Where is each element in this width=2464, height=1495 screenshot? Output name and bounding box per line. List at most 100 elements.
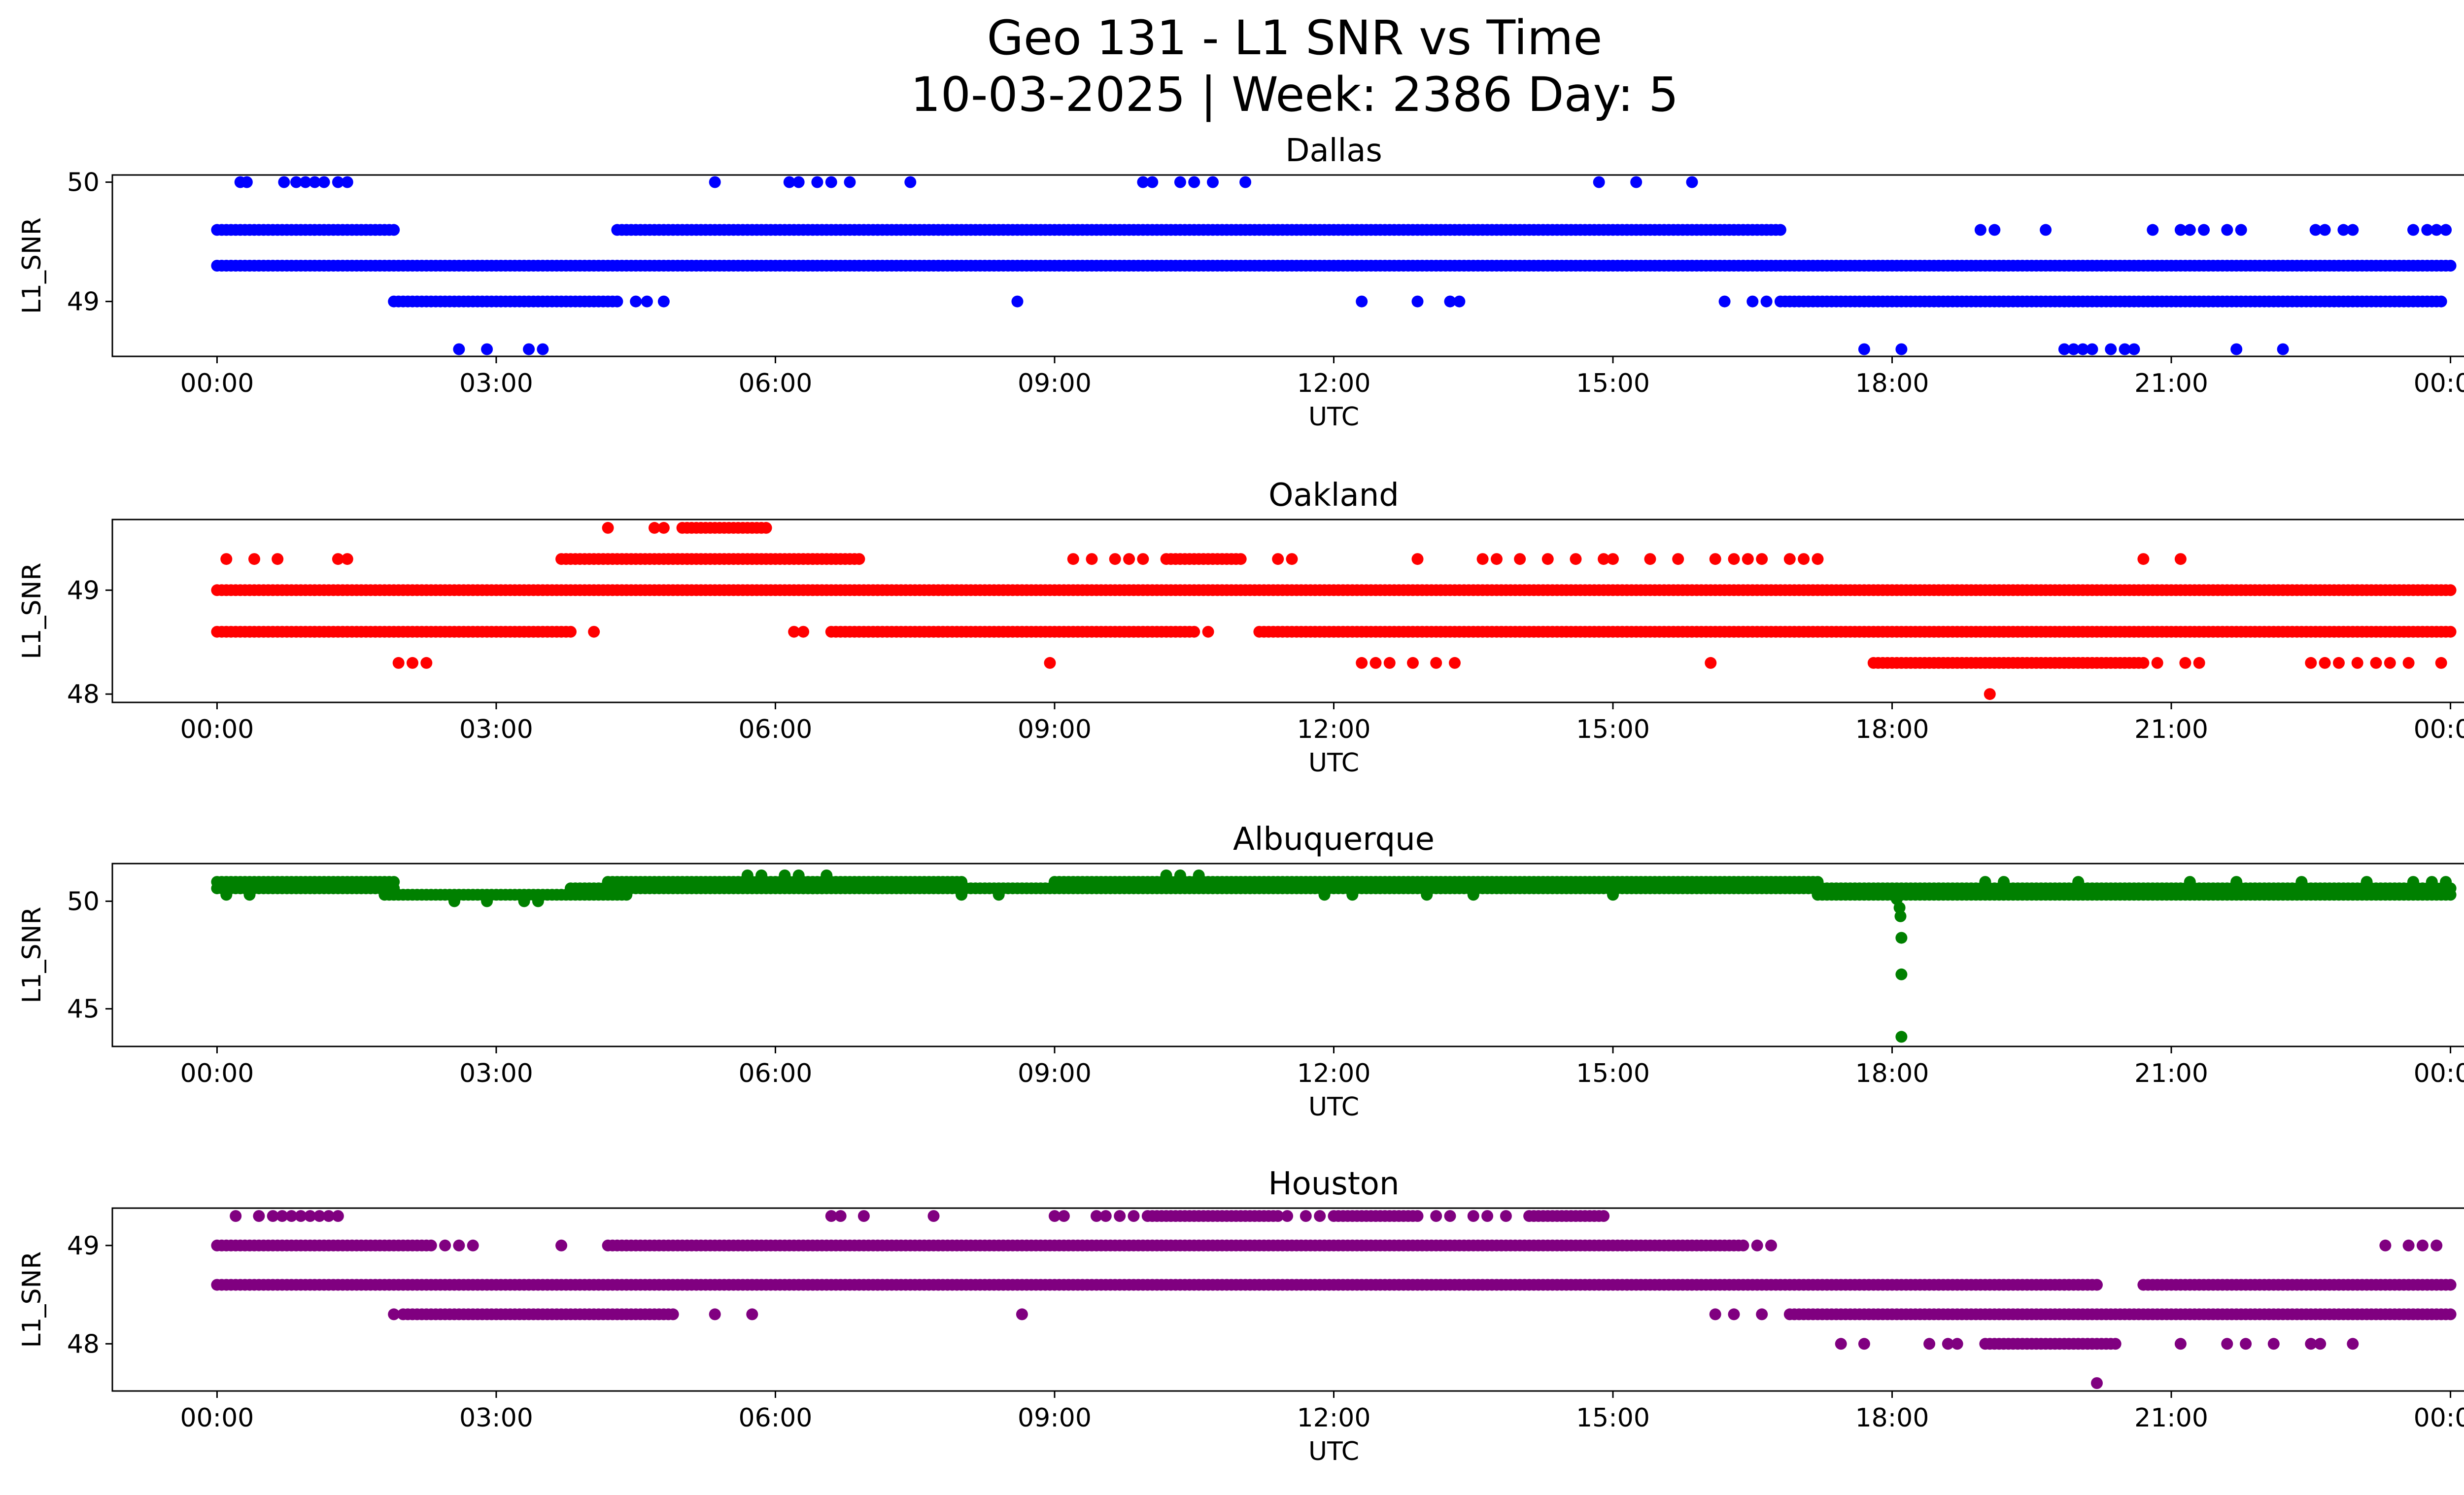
data-point bbox=[1742, 553, 1754, 565]
data-point bbox=[1593, 176, 1605, 188]
data-point bbox=[1598, 1210, 1610, 1222]
x-tick-label: 12:00 bbox=[1297, 715, 1371, 744]
data-point bbox=[253, 1210, 265, 1222]
data-point bbox=[1894, 910, 1907, 922]
data-point bbox=[1709, 553, 1721, 565]
marker-run bbox=[1328, 1210, 1424, 1222]
panel-albuquerque: Albuquerque 00:00 03:00 06:00 09:00 12:00 15:0… bbox=[17, 821, 2464, 1122]
data-point bbox=[1630, 176, 1643, 188]
y-axis-label: L1_SNR bbox=[17, 217, 47, 314]
data-point bbox=[1774, 224, 1786, 236]
data-point bbox=[1234, 553, 1247, 565]
data-point bbox=[1356, 657, 1368, 669]
x-tick-label: 06:00 bbox=[739, 369, 813, 398]
data-point bbox=[788, 626, 800, 638]
data-point bbox=[243, 889, 256, 901]
data-point bbox=[1686, 176, 1698, 188]
data-point bbox=[532, 895, 544, 907]
data-point bbox=[1174, 176, 1186, 188]
data-point bbox=[2091, 1377, 2103, 1389]
data-point bbox=[1449, 657, 1461, 669]
marker-run bbox=[1049, 876, 1824, 888]
data-point bbox=[2351, 657, 2363, 669]
data-point bbox=[755, 869, 768, 881]
data-point bbox=[2319, 224, 2331, 236]
x-tick-label: 12:00 bbox=[1297, 1059, 1371, 1088]
x-tick-label: 00:00 bbox=[2414, 1059, 2464, 1088]
data-point bbox=[1746, 295, 1759, 308]
data-point bbox=[2137, 553, 2150, 565]
marker-run bbox=[1979, 1338, 2122, 1350]
data-point bbox=[2077, 343, 2089, 355]
data-point bbox=[2361, 876, 2373, 888]
marker-run bbox=[397, 1308, 679, 1321]
axes-frame bbox=[111, 1207, 2464, 1392]
marker-run bbox=[211, 626, 577, 638]
y-tick-label: 49 bbox=[67, 576, 100, 605]
data-point bbox=[1430, 1210, 1442, 1222]
data-point bbox=[709, 176, 721, 188]
data-point bbox=[1644, 553, 1656, 565]
x-tick-label: 00:00 bbox=[180, 1059, 254, 1088]
data-point bbox=[1942, 1338, 1954, 1350]
x-tick-label: 12:00 bbox=[1297, 1403, 1371, 1433]
data-point bbox=[2402, 1239, 2415, 1252]
data-point bbox=[481, 895, 493, 907]
data-point bbox=[1705, 657, 1717, 669]
data-point bbox=[220, 889, 233, 901]
data-point bbox=[927, 1210, 940, 1222]
data-point bbox=[1467, 1210, 1479, 1222]
data-point bbox=[230, 1210, 242, 1222]
data-point bbox=[1430, 657, 1442, 669]
data-point bbox=[2440, 224, 2452, 236]
data-point bbox=[2137, 657, 2150, 669]
data-point bbox=[220, 553, 233, 565]
marker-run bbox=[1783, 1308, 2457, 1321]
data-point bbox=[1893, 902, 1906, 914]
x-tick-label: 21:00 bbox=[2134, 1403, 2208, 1433]
panel-dallas: Dallas 00:00 03:00 06:00 09:00 12:00 15:00 18:0… bbox=[17, 133, 2464, 432]
data-point bbox=[853, 553, 865, 565]
data-point bbox=[2174, 224, 2187, 236]
x-tick-label: 09:00 bbox=[1018, 369, 1092, 398]
data-point bbox=[1356, 295, 1368, 308]
data-point bbox=[2305, 1338, 2317, 1350]
data-point bbox=[323, 1210, 335, 1222]
data-point bbox=[811, 176, 823, 188]
data-point bbox=[1407, 657, 1419, 669]
data-point bbox=[2221, 224, 2233, 236]
data-point bbox=[295, 1210, 307, 1222]
data-point bbox=[1099, 1210, 1112, 1222]
x-tick-label: 06:00 bbox=[739, 1059, 813, 1088]
data-point bbox=[825, 1210, 837, 1222]
data-point bbox=[1174, 869, 1186, 881]
data-point bbox=[797, 626, 810, 638]
x-tick-label: 03:00 bbox=[459, 1403, 533, 1433]
data-point bbox=[657, 522, 670, 534]
data-point bbox=[1411, 553, 1424, 565]
data-point bbox=[2193, 657, 2205, 669]
data-point bbox=[2430, 224, 2443, 236]
data-point bbox=[1476, 553, 1489, 565]
data-point bbox=[2379, 1239, 2392, 1252]
data-point bbox=[2147, 224, 2159, 236]
data-point bbox=[2058, 343, 2070, 355]
data-point bbox=[1272, 1210, 1284, 1222]
marker-run bbox=[1253, 626, 2457, 638]
data-point bbox=[709, 1308, 721, 1321]
y-axis-label: L1_SNR bbox=[17, 1251, 47, 1348]
panel-title: Dallas bbox=[1285, 133, 1382, 169]
data-point bbox=[2091, 1279, 2103, 1291]
data-point bbox=[844, 176, 856, 188]
data-point bbox=[1607, 889, 1619, 901]
data-point bbox=[332, 1210, 344, 1222]
data-point bbox=[2305, 657, 2317, 669]
chart-subtitle: 10-03-2025 | Week: 2386 Day: 5 bbox=[911, 67, 1679, 123]
data-point bbox=[392, 657, 405, 669]
data-point bbox=[2444, 1279, 2457, 1291]
data-point bbox=[1812, 876, 1824, 888]
data-point bbox=[2230, 343, 2243, 355]
y-tick-label: 48 bbox=[67, 1329, 100, 1359]
data-point bbox=[2347, 224, 2359, 236]
